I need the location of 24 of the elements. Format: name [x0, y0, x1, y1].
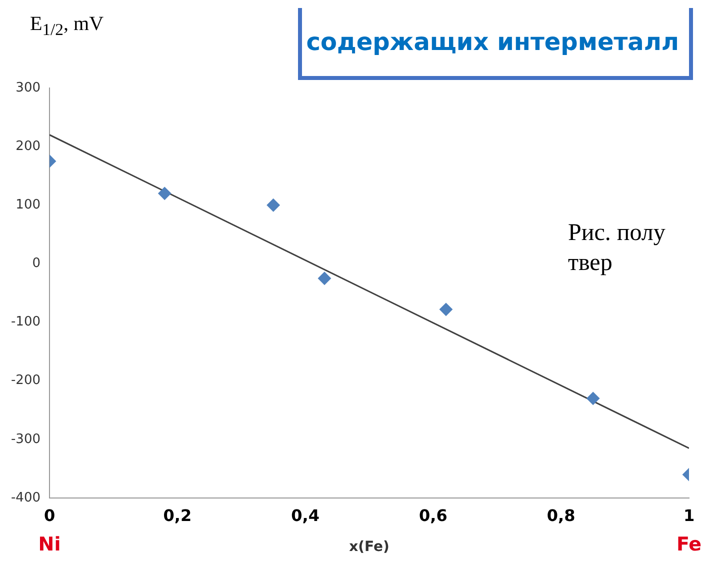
x-tick-label: 1 [683, 506, 695, 525]
text: Fe [676, 533, 702, 556]
y-tick-label: 300 [16, 80, 41, 96]
annotation: Рис. полу твер [568, 219, 666, 278]
point [266, 198, 280, 212]
y-tick-label: -200 [10, 373, 41, 388]
y-tick-label: 200 [16, 138, 41, 154]
x-axis-title: x(Fe) [349, 539, 390, 556]
point [439, 302, 452, 316]
text: Ni [38, 533, 61, 556]
x-tick-label: 0 [44, 506, 56, 525]
x-tick-label: 0,4 [291, 506, 320, 525]
x-tick-label: 0,2 [163, 506, 192, 525]
point [158, 186, 172, 200]
y-tick-label: 100 [16, 198, 41, 213]
y-tick-label: -300 [10, 432, 41, 447]
y-tick-label: -100 [10, 314, 41, 330]
x-tick-label: 0,8 [546, 506, 576, 525]
y-tick-label: 0 [32, 256, 41, 272]
y-axis-title: E$_{1/2}$, mV [30, 12, 104, 41]
x-tick-label: 0,6 [419, 506, 448, 525]
text-frame: содержащих интерметалл [298, 8, 693, 80]
y-tick-label: -400 [10, 490, 41, 506]
point [318, 272, 331, 285]
